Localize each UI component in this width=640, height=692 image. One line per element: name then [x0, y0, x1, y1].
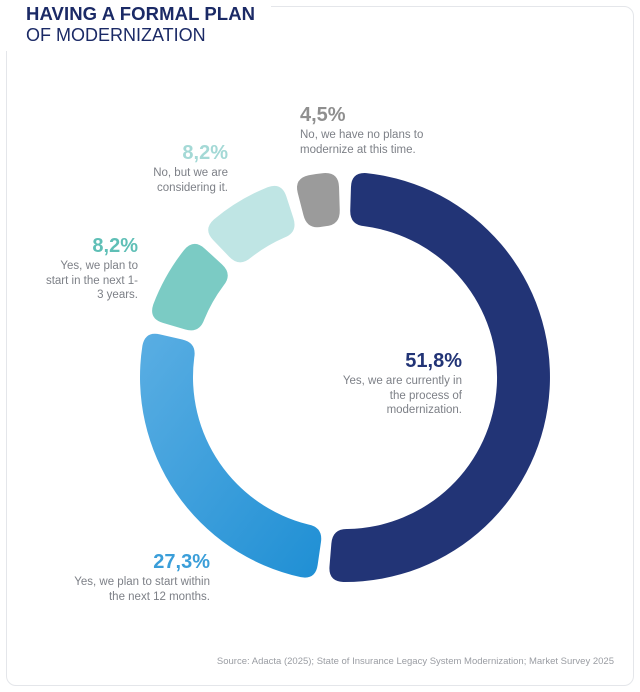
- donut-slice-0: [329, 173, 550, 582]
- slice-2-description: Yes, we plan to start in the next 1-3 ye…: [45, 260, 138, 302]
- slice-4-percent: 4,5%: [300, 104, 346, 126]
- donut-slice-3: [208, 185, 295, 263]
- slice-0-percent: 51,8%: [405, 350, 462, 372]
- slice-2-percent: 8,2%: [92, 235, 138, 257]
- slice-0-description: Yes, we are currently in the process of …: [342, 375, 462, 417]
- slice-3-description: No, but we are considering it.: [153, 167, 228, 194]
- slice-4-description: No, we have no plans to modernize at thi…: [300, 129, 424, 156]
- chart-subtitle: OF MODERNIZATION: [26, 25, 206, 46]
- donut-slice-2: [152, 243, 228, 331]
- slice-1-percent: 27,3%: [153, 551, 210, 573]
- title-block: HAVING A FORMAL PLAN OF MODERNIZATION: [0, 0, 272, 52]
- slice-3-percent: 8,2%: [182, 142, 228, 164]
- chart-title: HAVING A FORMAL PLAN: [26, 3, 256, 24]
- label-slice-2: 8,2% Yes, we plan to start in the next 1…: [40, 235, 138, 303]
- donut-slice-1: [140, 333, 322, 578]
- label-slice-3: 8,2% No, but we are considering it.: [120, 142, 228, 195]
- label-slice-4: 4,5% No, we have no plans to modernize a…: [300, 104, 460, 157]
- label-slice-0: 51,8% Yes, we are currently in the proce…: [330, 350, 462, 418]
- slice-1-description: Yes, we plan to start within the next 12…: [74, 576, 210, 603]
- label-slice-1: 27,3% Yes, we plan to start within the n…: [62, 551, 210, 604]
- source-note: Source: Adacta (2025); State of Insuranc…: [216, 656, 614, 667]
- donut-slice-4: [296, 173, 340, 228]
